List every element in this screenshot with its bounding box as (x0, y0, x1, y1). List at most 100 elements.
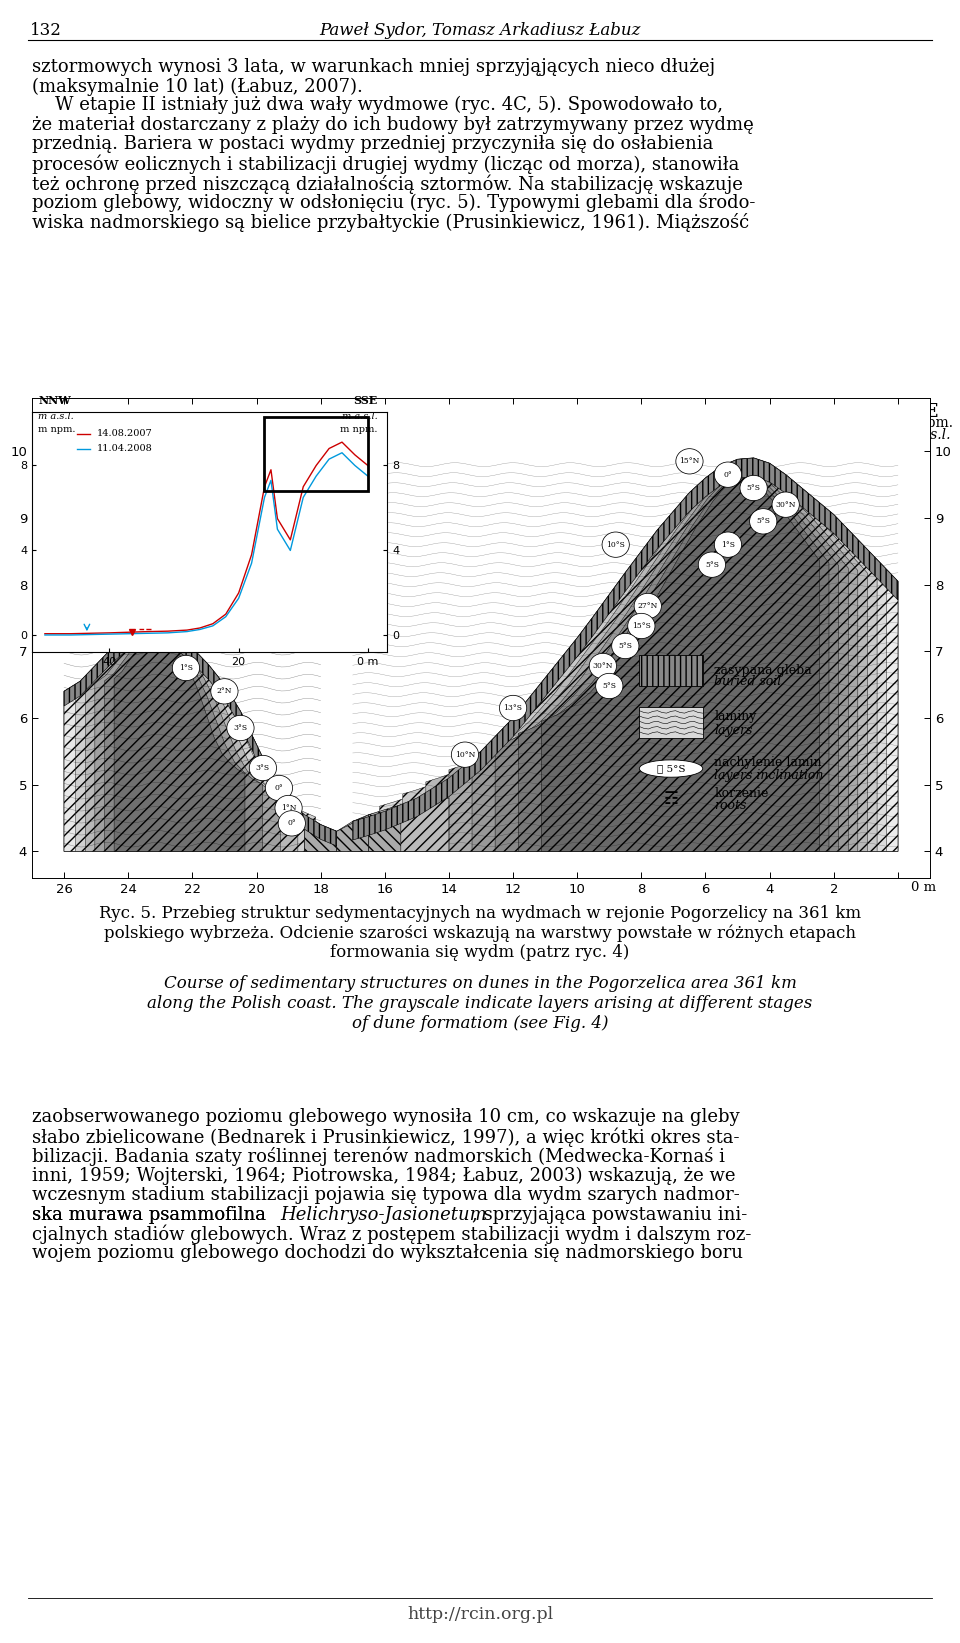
Bar (639, 656, 703, 687)
Text: 0°: 0° (287, 820, 296, 828)
Polygon shape (114, 636, 245, 851)
Ellipse shape (211, 679, 238, 703)
Ellipse shape (250, 756, 276, 780)
Text: 3°S: 3°S (233, 725, 248, 733)
Ellipse shape (172, 656, 200, 680)
Ellipse shape (76, 619, 104, 644)
Text: 5°S: 5°S (618, 642, 633, 651)
Ellipse shape (265, 775, 293, 800)
Text: wczesnym stadium stabilizacji pojawia się typowa dla wydm szarych nadmor-: wczesnym stadium stabilizacji pojawia si… (32, 1186, 740, 1204)
Text: , sprzyjająca powstawaniu ini-: , sprzyjająca powstawaniu ini- (472, 1206, 747, 1224)
Polygon shape (76, 629, 316, 851)
Text: 5°S: 5°S (747, 485, 760, 491)
Text: m npm.: m npm. (900, 416, 953, 430)
Text: Helichryso-Jasionetum: Helichryso-Jasionetum (280, 1206, 487, 1224)
Ellipse shape (714, 532, 741, 557)
Text: korzenie: korzenie (714, 787, 769, 800)
Text: m npm.: m npm. (340, 426, 377, 434)
Text: Ⓞ 5°S: Ⓞ 5°S (657, 764, 685, 774)
Text: (maksymalnie 10 lat) (Łabuz, 2007).: (maksymalnie 10 lat) (Łabuz, 2007). (32, 77, 363, 95)
Text: ska murawa psammofilna ⁠: ska murawa psammofilna ⁠ (32, 1206, 272, 1224)
Text: inni, 1959; Wojterski, 1964; Piotrowska, 1984; Łabuz, 2003) wskazują, że we: inni, 1959; Wojterski, 1964; Piotrowska,… (32, 1167, 735, 1185)
Text: wiska nadmorskiego są bielice przybałtyckie (Prusinkiewicz, 1961). Miąższość: wiska nadmorskiego są bielice przybałtyc… (32, 214, 749, 232)
Text: 14.08.2007: 14.08.2007 (97, 429, 153, 439)
Polygon shape (304, 798, 449, 851)
Ellipse shape (639, 761, 703, 777)
Text: przednią. Bariera w postaci wydmy przedniej przyczyniła się do osłabienia: przednią. Bariera w postaci wydmy przedn… (32, 135, 713, 153)
Ellipse shape (635, 593, 661, 619)
Text: ska murawa psammofilna: ska murawa psammofilna (32, 1206, 272, 1224)
Polygon shape (95, 633, 280, 851)
Text: cjalnych stadiów glebowych. Wraz z postępem stabilizacji wydm i dalszym roz-: cjalnych stadiów glebowych. Wraz z postę… (32, 1226, 752, 1244)
Text: 11.04.2008: 11.04.2008 (97, 444, 153, 453)
Polygon shape (64, 628, 337, 851)
Text: ☶: ☶ (663, 790, 679, 808)
Text: 132: 132 (30, 21, 61, 39)
Ellipse shape (628, 613, 655, 639)
Text: 0°: 0° (85, 628, 94, 636)
Text: 15°N: 15°N (680, 457, 700, 465)
Text: słabo zbielicowane (Bednarek i Prusinkiewicz, 1997), a więc krótki okres sta-: słabo zbielicowane (Bednarek i Prusinkie… (32, 1127, 739, 1147)
Polygon shape (403, 463, 877, 851)
Text: buried soil: buried soil (714, 675, 781, 688)
Text: layers: layers (714, 723, 753, 736)
Polygon shape (426, 467, 868, 851)
Ellipse shape (499, 695, 527, 721)
Text: m a.s.l.: m a.s.l. (32, 427, 83, 442)
Ellipse shape (451, 743, 479, 767)
Text: m a.s.l.: m a.s.l. (38, 412, 74, 421)
Text: NNW: NNW (38, 394, 71, 406)
Ellipse shape (740, 475, 767, 501)
Ellipse shape (589, 654, 616, 679)
Text: zaobserwowanego poziomu glebowego wynosiła 10 cm, co wskazuje na gleby: zaobserwowanego poziomu glebowego wynosi… (32, 1107, 739, 1125)
Ellipse shape (714, 462, 741, 488)
Text: 2°N: 2°N (217, 687, 232, 695)
Text: 5°S: 5°S (705, 560, 719, 568)
Polygon shape (352, 458, 898, 851)
Polygon shape (472, 470, 849, 851)
Text: roots: roots (714, 798, 747, 812)
Text: 1°S: 1°S (179, 664, 193, 672)
Polygon shape (449, 468, 858, 851)
Text: 1°S: 1°S (721, 541, 735, 549)
Text: 1°N: 1°N (281, 803, 297, 812)
Text: 0°: 0° (124, 633, 132, 641)
Text: of dune formatiom (see Fig. 4): of dune formatiom (see Fig. 4) (351, 1014, 609, 1032)
Polygon shape (352, 458, 898, 851)
Text: procesów eolicznych i stabilizacji drugiej wydmy (licząc od morza), stanowiła: procesów eolicznych i stabilizacji drugi… (32, 154, 739, 174)
Ellipse shape (676, 449, 703, 473)
Text: W etapie II istniały już dwa wały wydmowe (ryc. 4C, 5). Spowodowało to,: W etapie II istniały już dwa wały wydmow… (32, 95, 723, 115)
Text: http://rcin.org.pl: http://rcin.org.pl (407, 1605, 553, 1623)
Text: 5°S: 5°S (756, 518, 770, 526)
Text: 0 m: 0 m (911, 881, 936, 894)
Text: 3°S: 3°S (256, 764, 270, 772)
Ellipse shape (750, 509, 777, 534)
Text: polskiego wybrzeża. Odcienie szarości wskazują na warstwy powstałe w różnych eta: polskiego wybrzeża. Odcienie szarości ws… (104, 925, 856, 941)
Polygon shape (304, 822, 337, 851)
Text: 30°N: 30°N (776, 501, 796, 509)
Polygon shape (64, 628, 337, 846)
Text: 15°S: 15°S (632, 623, 651, 629)
Text: laminy: laminy (714, 710, 756, 723)
Text: poziom glebowy, widoczny w odsłonięciu (ryc. 5). Typowymi glebami dla środo-: poziom glebowy, widoczny w odsłonięciu (… (32, 194, 756, 212)
Ellipse shape (114, 624, 142, 649)
Text: 13°S: 13°S (504, 703, 522, 711)
Text: wojem poziomu glebowego dochodzi do wykształcenia się nadmorskiego boru: wojem poziomu glebowego dochodzi do wyks… (32, 1244, 743, 1262)
Bar (639, 706, 703, 738)
Polygon shape (352, 458, 898, 840)
Text: SSE: SSE (353, 394, 377, 406)
Polygon shape (495, 473, 839, 851)
Polygon shape (337, 815, 369, 851)
Text: 30°N: 30°N (592, 662, 613, 670)
Text: 0°: 0° (724, 470, 732, 478)
Polygon shape (541, 478, 819, 851)
Text: 10°N: 10°N (455, 751, 475, 759)
Text: Ryc. 5. Przebieg struktur sedymentacyjnych na wydmach w rejonie Pogorzelicy na 3: Ryc. 5. Przebieg struktur sedymentacyjny… (99, 905, 861, 922)
Ellipse shape (278, 810, 305, 836)
Ellipse shape (227, 715, 254, 741)
Ellipse shape (612, 633, 639, 659)
Text: 27°N: 27°N (637, 601, 658, 610)
Text: 10°S: 10°S (607, 541, 625, 549)
Text: 0°: 0° (275, 784, 283, 792)
Text: m a.s.l.: m a.s.l. (342, 412, 377, 421)
